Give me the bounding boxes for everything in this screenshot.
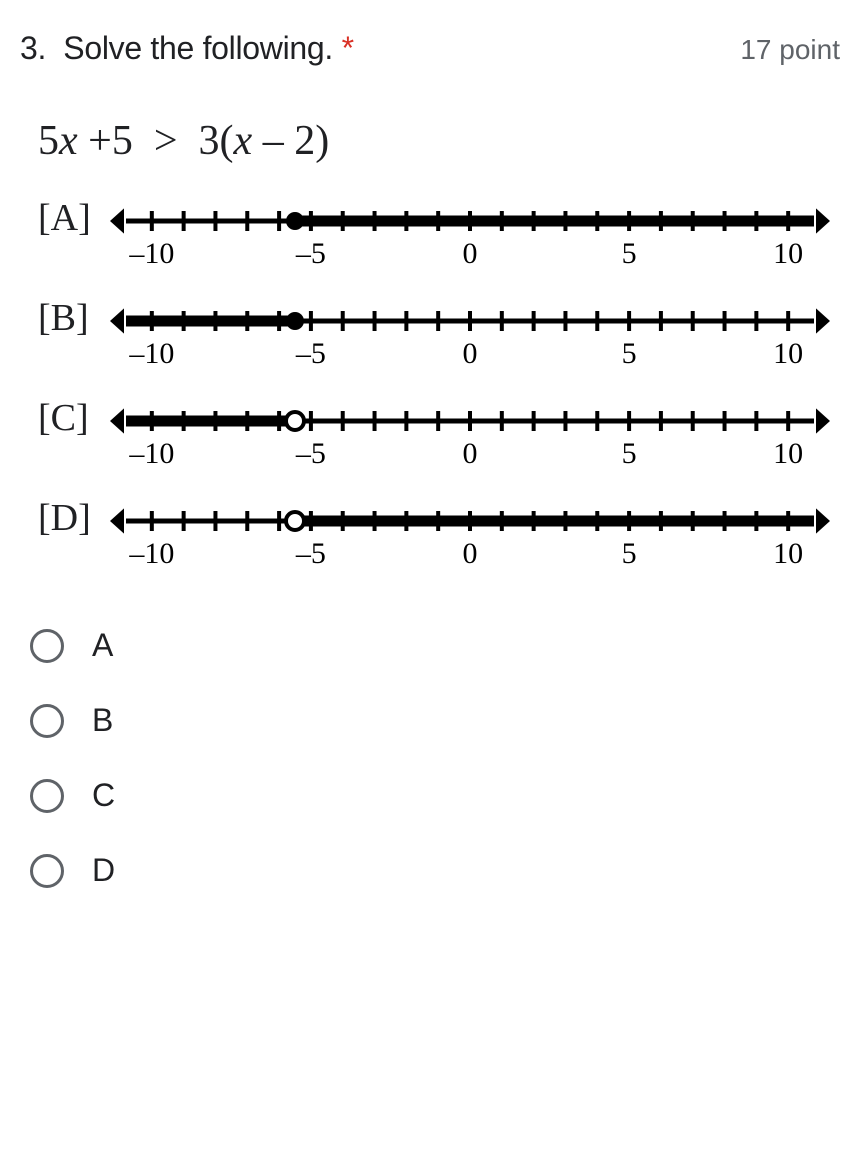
inequality-expression: 5x +5 > 3(x – 2) xyxy=(38,117,840,165)
option-c[interactable]: C xyxy=(20,777,840,814)
lhs-const: 5 xyxy=(112,118,133,164)
question-title: 3. Solve the following. * xyxy=(20,30,354,67)
gt-sign: > xyxy=(154,118,178,164)
numberline-label: [D] xyxy=(20,495,100,537)
svg-text:10: 10 xyxy=(773,537,803,570)
rhs-coef: 3( xyxy=(199,118,234,164)
svg-text:–5: –5 xyxy=(295,237,326,270)
points-label: 17 point xyxy=(740,34,840,66)
radio-icon[interactable] xyxy=(30,704,64,738)
svg-text:10: 10 xyxy=(773,437,803,470)
option-label: D xyxy=(92,852,115,889)
svg-text:–5: –5 xyxy=(295,337,326,370)
svg-text:0: 0 xyxy=(463,437,478,470)
option-b[interactable]: B xyxy=(20,702,840,739)
numberline-row: [D] –10 –5 0 5 10 xyxy=(20,495,840,587)
question-number: 3. xyxy=(20,30,46,66)
rhs-rest: – 2) xyxy=(263,118,330,164)
svg-text:–10: –10 xyxy=(128,237,174,270)
svg-text:5: 5 xyxy=(622,537,637,570)
svg-text:0: 0 xyxy=(463,537,478,570)
numberline-row: [C] –10 –5 0 5 10 xyxy=(20,395,840,487)
radio-icon[interactable] xyxy=(30,854,64,888)
svg-text:5: 5 xyxy=(622,337,637,370)
radio-icon[interactable] xyxy=(30,629,64,663)
question-prompt: Solve the following. xyxy=(63,30,333,66)
svg-text:–5: –5 xyxy=(295,437,326,470)
rhs-var: x xyxy=(234,118,253,164)
svg-text:–10: –10 xyxy=(128,337,174,370)
numberline-svg: –10 –5 0 5 10 xyxy=(100,295,840,387)
numberline-svg: –10 –5 0 5 10 xyxy=(100,195,840,287)
svg-text:5: 5 xyxy=(622,437,637,470)
svg-text:10: 10 xyxy=(773,237,803,270)
svg-text:0: 0 xyxy=(463,237,478,270)
option-a[interactable]: A xyxy=(20,627,840,664)
option-label: A xyxy=(92,627,113,664)
required-marker: * xyxy=(342,30,354,66)
numberline-row: [A] –10 –5 0 5 10 xyxy=(20,195,840,287)
numberline-row: [B] –10 –5 0 5 10 xyxy=(20,295,840,387)
lhs-var: x xyxy=(59,118,78,164)
numberline-label: [C] xyxy=(20,395,100,437)
svg-text:–10: –10 xyxy=(128,537,174,570)
numberline-label: [A] xyxy=(20,195,100,237)
numberline-svg: –10 –5 0 5 10 xyxy=(100,395,840,487)
numberline-label: [B] xyxy=(20,295,100,337)
option-label: B xyxy=(92,702,113,739)
option-d[interactable]: D xyxy=(20,852,840,889)
question-header: 3. Solve the following. * 17 point xyxy=(20,30,840,67)
svg-text:5: 5 xyxy=(622,237,637,270)
lhs-plus: + xyxy=(88,118,112,164)
svg-text:10: 10 xyxy=(773,337,803,370)
numberline-svg: –10 –5 0 5 10 xyxy=(100,495,840,587)
radio-icon[interactable] xyxy=(30,779,64,813)
svg-text:–10: –10 xyxy=(128,437,174,470)
options-group: A B C D xyxy=(20,627,840,889)
svg-text:0: 0 xyxy=(463,337,478,370)
numberlines-block: [A]–10–50510[B]–10–50510[C]–10–50510[D]–… xyxy=(20,195,840,587)
lhs-coef: 5 xyxy=(38,118,59,164)
option-label: C xyxy=(92,777,115,814)
svg-text:–5: –5 xyxy=(295,537,326,570)
